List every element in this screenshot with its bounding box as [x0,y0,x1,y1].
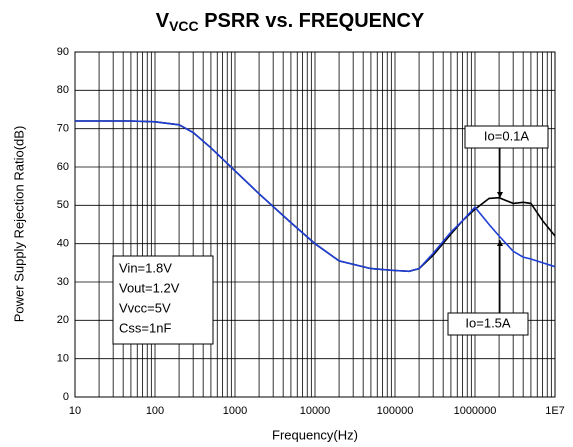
y-tick-label: 10 [57,353,69,365]
x-tick-label: 10000 [300,405,331,417]
x-tick-label: 100 [146,405,164,417]
x-tick-label: 100000 [377,405,414,417]
title-subscript: VCC [169,18,199,34]
y-tick-label: 0 [63,391,69,403]
series-label: Io=0.1A [484,128,530,143]
y-tick-label: 60 [57,161,69,173]
y-tick-label: 70 [57,123,69,135]
y-tick-label: 80 [57,84,69,96]
conditions-box [112,255,214,345]
condition-text: Css=1nF [119,320,171,335]
series-label: Io=1.5A [465,315,511,330]
y-tick-label: 30 [57,276,69,288]
y-tick-label: 50 [57,199,69,211]
callout-box [464,125,549,149]
x-axis-label: Frequency(Hz) [272,427,358,442]
condition-text: Vin=1.8V [119,260,172,275]
callout-box [447,312,529,336]
y-axis-label: Power Supply Rejection Ratio(dB) [11,126,26,323]
y-tick-label: 20 [57,314,69,326]
chart-title: VVCC PSRR vs. FREQUENCY [156,10,425,33]
condition-text: Vvcc=5V [119,300,171,315]
x-tick-label: 10 [69,405,81,417]
x-tick-label: 1E7 [545,405,565,417]
title-rest: PSRR vs. FREQUENCY [199,10,425,32]
callout-arrowhead [497,240,503,246]
condition-text: Vout=1.2V [119,280,180,295]
x-tick-label: 1000000 [454,405,497,417]
series-line [75,120,556,273]
x-tick-label: 1000 [223,405,247,417]
y-tick-label: 40 [57,238,69,250]
callout-arrowhead [497,192,503,198]
title-main: V [156,10,170,32]
y-tick-label: 90 [57,46,69,58]
